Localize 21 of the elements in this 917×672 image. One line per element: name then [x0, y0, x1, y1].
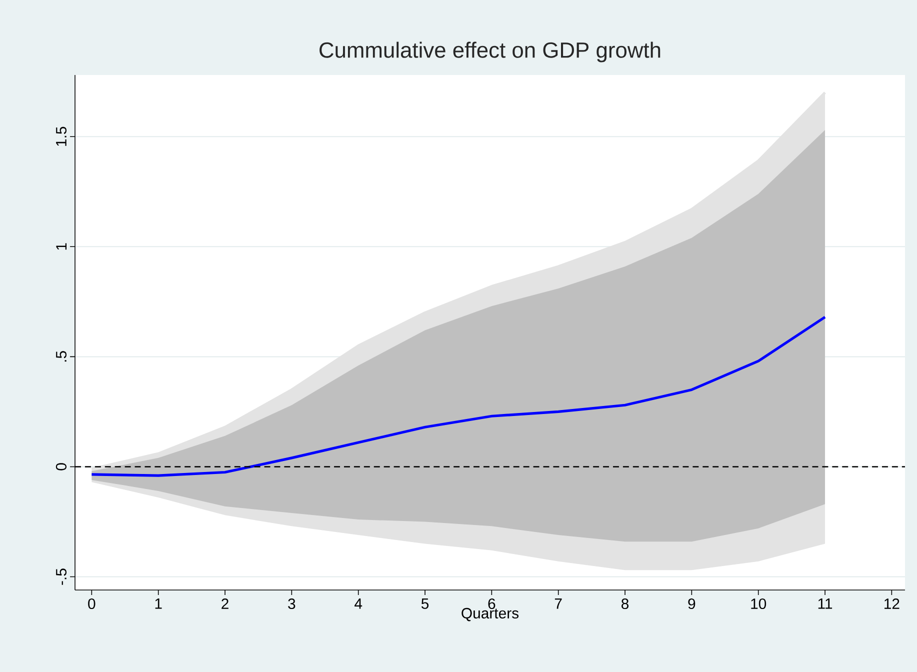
x-tick-label: 10 — [751, 598, 766, 610]
x-tick-label: 1 — [155, 598, 162, 609]
y-tick-label: 0 — [56, 463, 67, 470]
x-tick-label: 8 — [622, 598, 629, 610]
x-tick-label: 5 — [421, 598, 429, 609]
y-tick-label: -.5 — [56, 568, 67, 585]
y-tick-label: .5 — [56, 351, 67, 362]
y-tick-label: 1 — [56, 243, 67, 250]
x-tick-label: 9 — [688, 598, 696, 610]
x-tick-label: 11 — [818, 598, 832, 609]
x-tick-label: 7 — [554, 598, 562, 609]
chart-title: Cummulative effect on GDP growth — [320, 42, 660, 62]
x-tick-label: 3 — [288, 598, 296, 610]
x-tick-label: 0 — [88, 598, 96, 610]
line-series — [90, 316, 826, 477]
x-tick-label: 6 — [488, 598, 496, 610]
x-tick-label: 4 — [354, 598, 362, 609]
x-tick-label: 12 — [884, 598, 900, 609]
x-axis-title: Quarters — [462, 608, 519, 622]
x-tick-label: 2 — [222, 598, 228, 609]
y-tick-label: 1.5 — [56, 126, 67, 146]
